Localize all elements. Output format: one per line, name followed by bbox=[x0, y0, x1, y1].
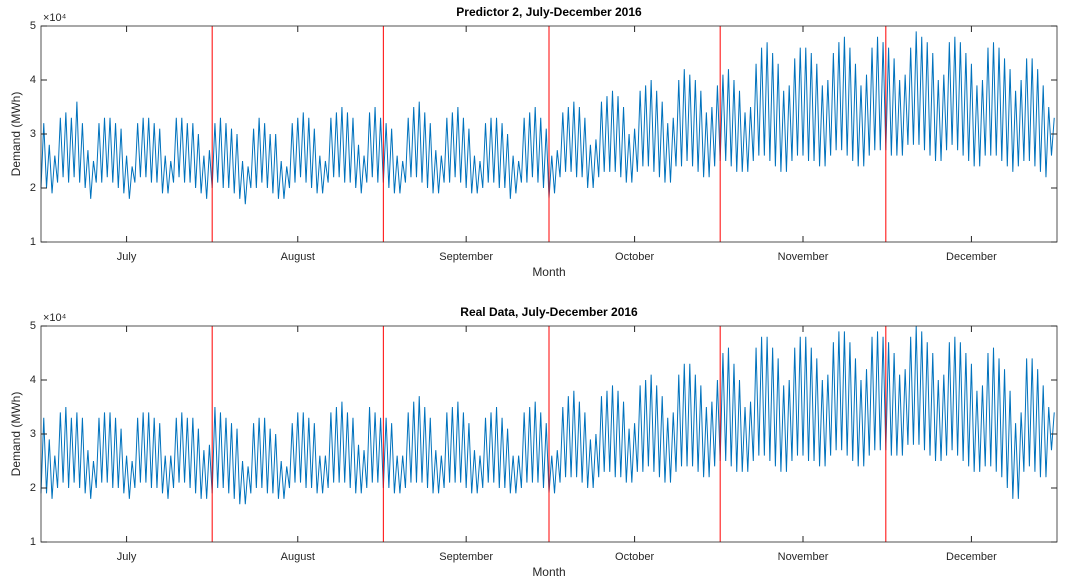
y-tick-label: 5 bbox=[30, 20, 36, 32]
y-tick-label: 2 bbox=[30, 482, 36, 494]
chart-title: Predictor 2, July-December 2016 bbox=[456, 5, 642, 19]
y-tick-label: 3 bbox=[30, 128, 36, 140]
y-tick-label: 2 bbox=[30, 182, 36, 194]
x-tick-label: July bbox=[117, 551, 137, 563]
y-axis-label: Demand (MWh) bbox=[9, 92, 23, 177]
x-tick-label: October bbox=[615, 251, 654, 263]
y-multiplier: ×10⁴ bbox=[43, 312, 67, 324]
y-tick-label: 5 bbox=[30, 320, 36, 332]
y-tick-label: 1 bbox=[30, 236, 36, 248]
x-tick-label: September bbox=[439, 551, 493, 563]
x-tick-label: September bbox=[439, 251, 493, 263]
x-tick-label: August bbox=[281, 251, 315, 263]
x-axis-label: Month bbox=[532, 265, 565, 279]
x-tick-label: October bbox=[615, 551, 654, 563]
y-tick-label: 3 bbox=[30, 428, 36, 440]
x-tick-label: July bbox=[117, 251, 137, 263]
x-tick-label: November bbox=[778, 551, 829, 563]
y-multiplier: ×10⁴ bbox=[43, 12, 67, 24]
chart-title: Real Data, July-December 2016 bbox=[460, 305, 638, 319]
x-tick-label: November bbox=[778, 251, 829, 263]
y-tick-label: 4 bbox=[30, 374, 36, 386]
y-tick-label: 4 bbox=[30, 74, 36, 86]
x-tick-label: December bbox=[946, 251, 997, 263]
x-tick-label: December bbox=[946, 551, 997, 563]
x-tick-label: August bbox=[281, 551, 315, 563]
y-tick-label: 1 bbox=[30, 536, 36, 548]
y-axis-label: Demand (MWh) bbox=[9, 392, 23, 477]
x-axis-label: Month bbox=[532, 565, 565, 579]
